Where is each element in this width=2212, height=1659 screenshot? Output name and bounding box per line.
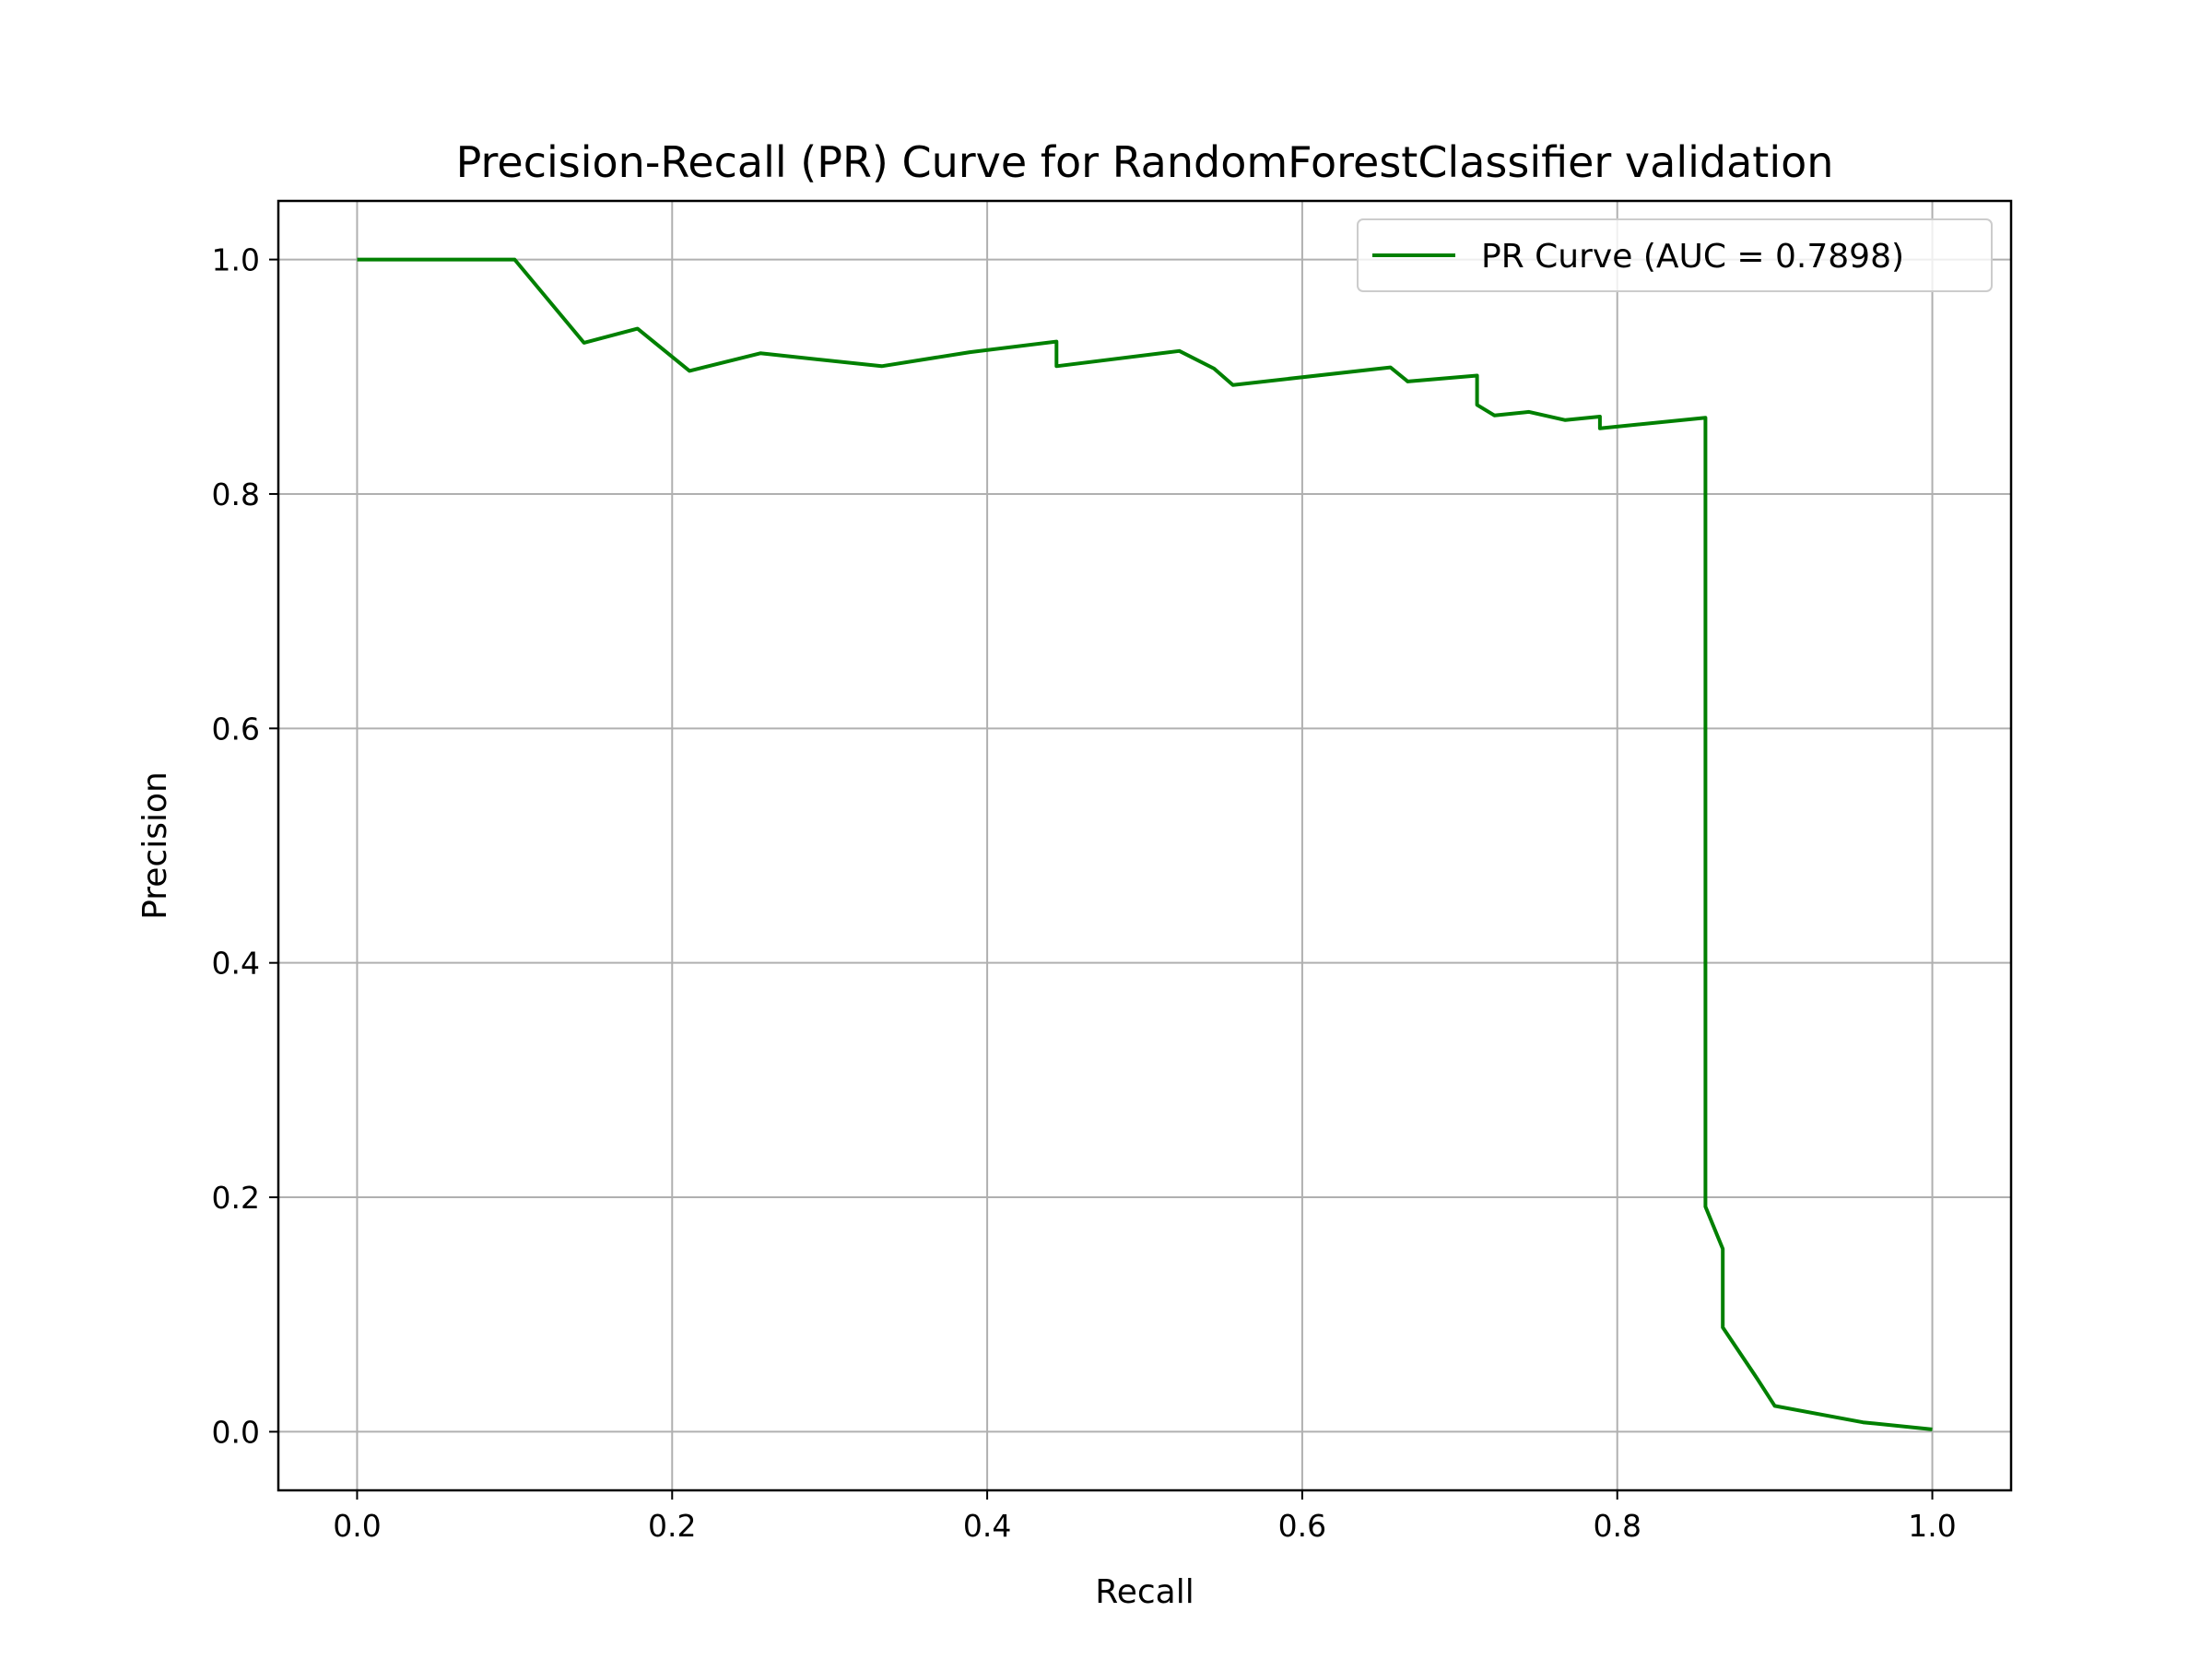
x-tick-label: 1.0	[1908, 1508, 1956, 1544]
legend-label: PR Curve (AUC = 0.7898)	[1481, 238, 1904, 276]
x-tick-label: 0.6	[1278, 1508, 1326, 1544]
legend-box	[1357, 218, 1993, 292]
y-tick-label: 0.2	[212, 1180, 260, 1216]
legend: PR Curve (AUC = 0.7898)	[1357, 218, 1993, 292]
series-layer	[357, 257, 1933, 1431]
y-tick-label: 0.4	[212, 946, 260, 982]
x-tick-label: 0.0	[333, 1508, 381, 1544]
x-tick-label: 0.8	[1593, 1508, 1641, 1544]
grid	[278, 201, 2011, 1490]
chart-title: Precision-Recall (PR) Curve for RandomFo…	[456, 137, 1834, 187]
y-tick-label: 1.0	[212, 242, 260, 278]
ticks: 0.0 0.2 0.4 0.6 0.8 1.0 0.0 0.2 0.4 0.6 0.8 1.0	[212, 242, 1957, 1544]
x-tick-label: 0.2	[648, 1508, 696, 1544]
plot-frame	[276, 199, 2013, 1492]
x-axis-label: Recall	[1095, 1573, 1194, 1611]
y-tick-label: 0.6	[212, 711, 260, 747]
y-tick-label: 0.0	[212, 1414, 260, 1450]
x-tick-label: 0.4	[963, 1508, 1011, 1544]
y-tick-label: 0.8	[212, 477, 260, 512]
series-line-pr-curve	[357, 257, 1933, 1431]
y-axis-label: Precision	[136, 771, 174, 920]
